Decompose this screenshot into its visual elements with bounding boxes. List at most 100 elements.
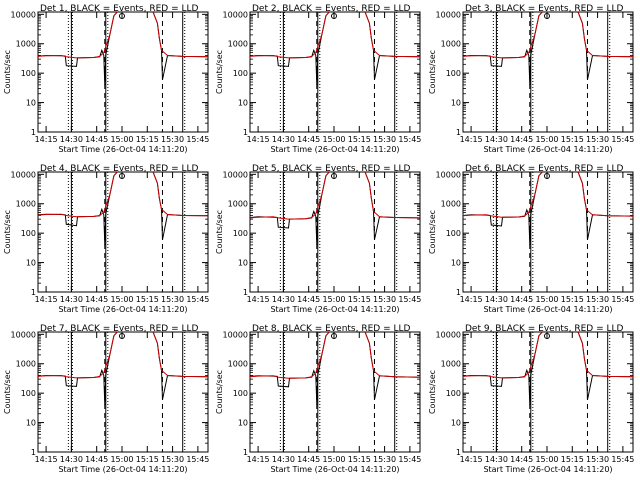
x-tick-label: 15:15 [561, 455, 584, 464]
x-tick-label: 15:30 [161, 455, 184, 464]
x-tick-label: 15:15 [348, 295, 371, 304]
y-tick-label: 10 [451, 99, 461, 108]
y-tick-label: 10000 [11, 170, 36, 179]
series-line-lld [38, 12, 208, 59]
attenuator-marker [543, 333, 550, 339]
x-axis-label: Start Time (26-Oct-04 14:11:20) [270, 305, 399, 314]
y-tick-label: 1 [31, 128, 36, 137]
y-tick-label: 10000 [223, 170, 248, 179]
x-tick-label: 14:30 [485, 295, 508, 304]
x-axis-label: Start Time (26-Oct-04 14:11:20) [270, 465, 399, 474]
y-tick-label: 100 [21, 229, 36, 238]
x-tick-label: 15:45 [186, 295, 209, 304]
x-tick-label: 15:30 [373, 295, 396, 304]
plot-frame [37, 171, 209, 293]
y-tick-label: 10 [238, 259, 248, 268]
y-tick-label: 1 [456, 288, 461, 297]
y-tick-label: 10 [26, 419, 36, 428]
y-tick-label: 100 [233, 229, 248, 238]
x-tick-label: 15:15 [136, 135, 159, 144]
x-tick-label: 14:15 [35, 455, 58, 464]
panel-title: Det 8, BLACK = Events, RED = LLD [252, 324, 411, 334]
x-tick-label: 14:45 [297, 135, 320, 144]
x-axis-label: Start Time (26-Oct-04 14:11:20) [483, 465, 612, 474]
x-tick-label: 14:15 [460, 295, 483, 304]
x-tick-label: 14:15 [247, 135, 270, 144]
detector-panel: Det 1, BLACK = Events, RED = LLD 1 10 100 10… [3, 4, 209, 154]
detector-panel: Det 9, BLACK = Events, RED = LLD 1 10 100 10… [428, 324, 634, 474]
plot-frame [37, 331, 209, 453]
x-tick-label: 14:15 [247, 295, 270, 304]
x-tick-label: 15:15 [348, 455, 371, 464]
attenuator-marker [543, 173, 550, 179]
y-tick-label: 1000 [441, 40, 461, 49]
x-tick-label: 15:30 [586, 135, 609, 144]
series-line-lld [38, 332, 208, 379]
series-line-lld [463, 332, 633, 379]
x-axis-label: Start Time (26-Oct-04 14:11:20) [58, 465, 187, 474]
y-tick-label: 100 [233, 389, 248, 398]
x-axis-label: Start Time (26-Oct-04 14:11:20) [270, 145, 399, 154]
y-tick-label: 10000 [436, 170, 461, 179]
y-axis-label: Counts/sec [3, 210, 12, 254]
x-tick-label: 14:30 [272, 295, 295, 304]
y-tick-label: 1 [31, 448, 36, 457]
y-axis-label: Counts/sec [428, 370, 437, 414]
attenuator-marker [330, 333, 337, 339]
y-axis-label: Counts/sec [215, 50, 224, 94]
panel-title: Det 4, BLACK = Events, RED = LLD [40, 164, 199, 174]
y-tick-label: 10 [26, 259, 36, 268]
x-tick-label: 15:30 [586, 295, 609, 304]
x-tick-label: 15:00 [322, 295, 345, 304]
x-tick-label: 14:45 [85, 455, 108, 464]
y-tick-label: 100 [446, 389, 461, 398]
series-line-lld [250, 172, 420, 220]
x-tick-label: 15:00 [535, 455, 558, 464]
x-tick-label: 15:00 [322, 135, 345, 144]
x-tick-label: 15:00 [110, 295, 133, 304]
plot-frame [462, 331, 634, 453]
x-tick-label: 15:30 [161, 295, 184, 304]
detector-panel: Det 4, BLACK = Events, RED = LLD 1 10 100 10… [3, 164, 209, 314]
y-tick-label: 1 [243, 448, 248, 457]
series-line-lld [463, 172, 633, 218]
x-tick-label: 15:30 [373, 455, 396, 464]
x-tick-label: 14:15 [460, 135, 483, 144]
y-tick-label: 1000 [16, 200, 36, 209]
x-axis-label: Start Time (26-Oct-04 14:11:20) [483, 145, 612, 154]
x-tick-label: 15:45 [611, 295, 634, 304]
x-tick-label: 15:30 [586, 455, 609, 464]
x-tick-label: 14:15 [247, 455, 270, 464]
series-line-lld [250, 12, 420, 59]
plot-frame [249, 331, 421, 453]
y-tick-label: 1 [31, 288, 36, 297]
x-tick-label: 14:45 [297, 295, 320, 304]
x-tick-label: 14:15 [35, 135, 58, 144]
panel-title: Det 9, BLACK = Events, RED = LLD [465, 324, 624, 334]
y-tick-label: 10000 [11, 330, 36, 339]
attenuator-marker [118, 13, 125, 19]
y-tick-label: 10000 [223, 10, 248, 19]
y-tick-label: 100 [233, 69, 248, 78]
x-tick-label: 14:30 [485, 455, 508, 464]
x-axis-label: Start Time (26-Oct-04 14:11:20) [483, 305, 612, 314]
y-tick-label: 10000 [11, 10, 36, 19]
detector-panel: Det 5, BLACK = Events, RED = LLD 1 10 100 10… [215, 164, 421, 314]
x-tick-label: 14:45 [510, 135, 533, 144]
y-tick-label: 1 [456, 128, 461, 137]
x-tick-label: 15:30 [161, 135, 184, 144]
plot-frame [462, 11, 634, 133]
y-axis-label: Counts/sec [3, 50, 12, 94]
x-tick-label: 15:00 [322, 455, 345, 464]
x-tick-label: 15:15 [348, 135, 371, 144]
x-tick-label: 15:15 [561, 295, 584, 304]
y-tick-label: 1000 [228, 360, 248, 369]
detector-panel: Det 2, BLACK = Events, RED = LLD 1 10 100 10… [215, 4, 421, 154]
y-tick-label: 10000 [436, 10, 461, 19]
x-tick-label: 14:45 [510, 295, 533, 304]
x-tick-label: 14:30 [60, 455, 83, 464]
y-tick-label: 1000 [16, 360, 36, 369]
panel-title: Det 7, BLACK = Events, RED = LLD [40, 324, 199, 334]
y-axis-label: Counts/sec [428, 50, 437, 94]
